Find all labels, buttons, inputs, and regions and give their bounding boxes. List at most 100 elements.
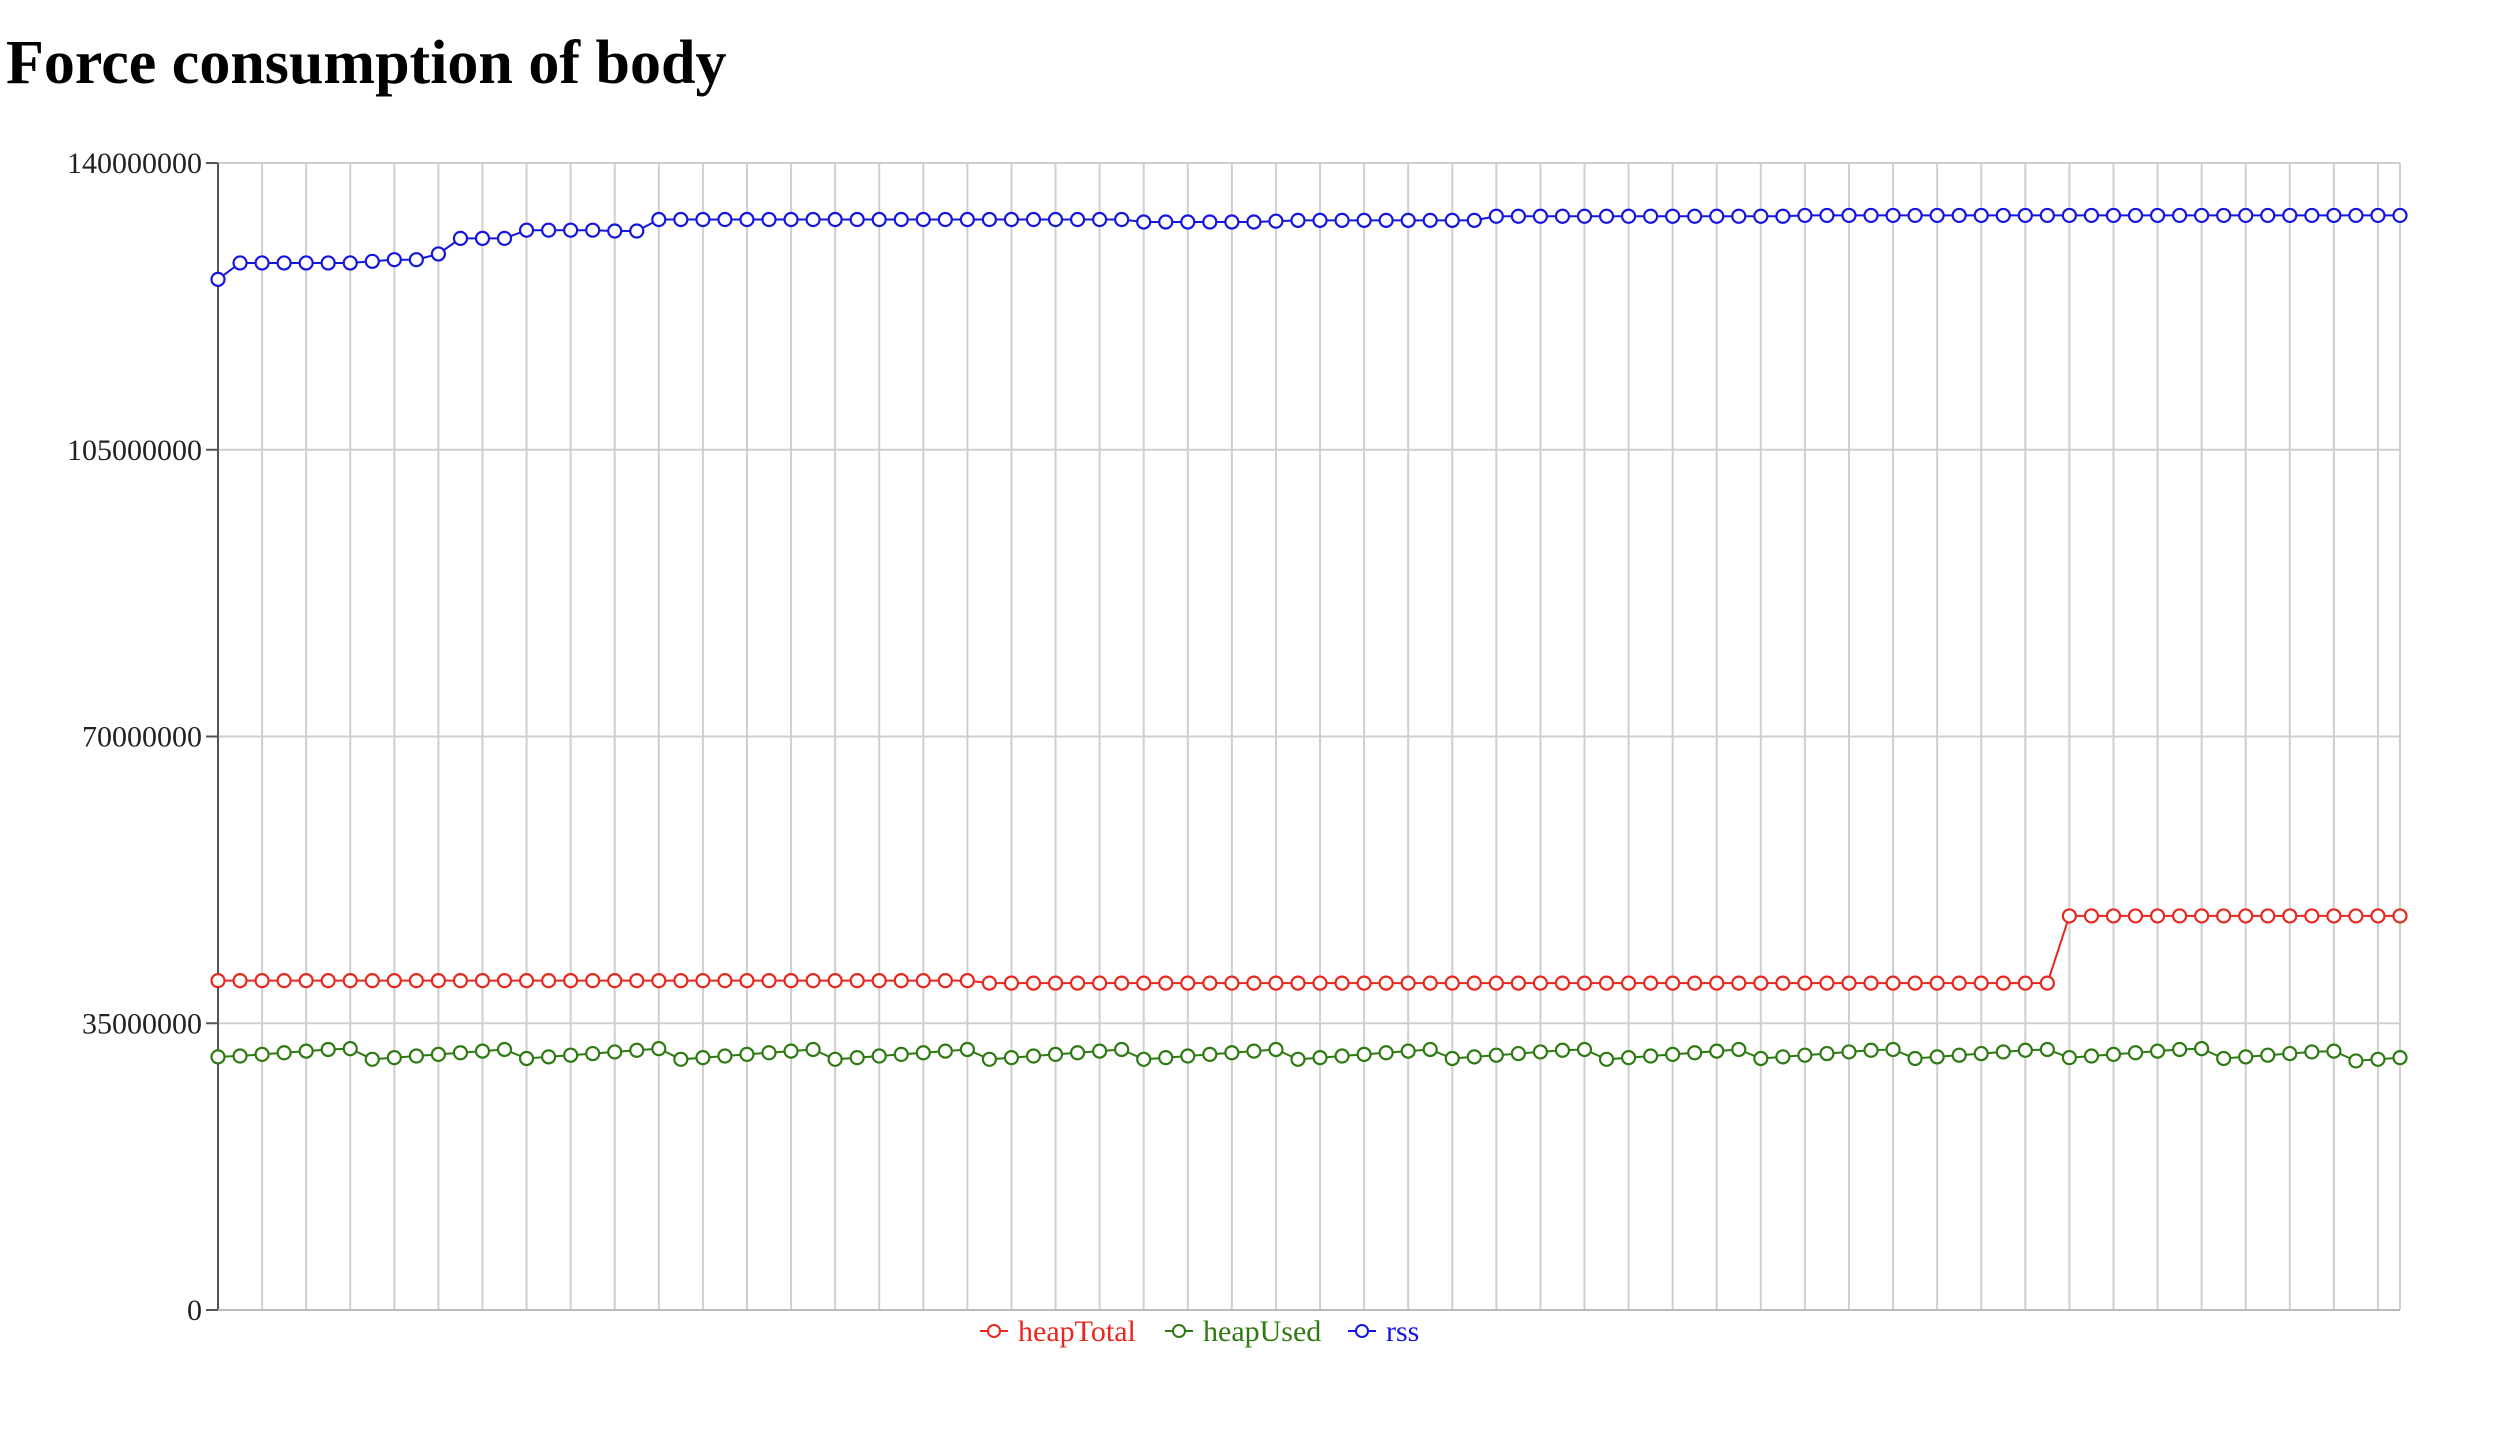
- data-point-rss: [1510, 208, 1526, 224]
- data-point-heapTotal: [607, 973, 623, 989]
- data-point-heapTotal: [1863, 975, 1879, 991]
- data-point-rss: [1069, 211, 1086, 228]
- data-point-rss: [2127, 207, 2144, 224]
- data-point-heapUsed: [474, 1043, 491, 1059]
- data-point-heapUsed: [1554, 1042, 1571, 1058]
- data-point-heapTotal: [1554, 975, 1571, 991]
- data-point-heapTotal: [430, 973, 447, 989]
- data-point-heapTotal: [2171, 908, 2188, 924]
- data-point-heapUsed: [2194, 1041, 2210, 1057]
- data-point-heapUsed: [2039, 1041, 2055, 1058]
- data-point-heapTotal: [1246, 975, 1262, 991]
- data-point-rss: [2282, 207, 2298, 224]
- data-point-rss: [1312, 212, 1328, 228]
- data-point-heapUsed: [937, 1043, 953, 1059]
- data-point-heapUsed: [1246, 1043, 1262, 1059]
- data-point-heapTotal: [1202, 975, 1218, 991]
- data-point-rss: [893, 211, 909, 228]
- data-point-rss: [2326, 207, 2342, 224]
- data-point-rss: [541, 222, 557, 238]
- data-point-heapTotal: [2105, 908, 2122, 924]
- data-point-rss: [2017, 207, 2033, 224]
- data-point-rss: [2061, 207, 2077, 224]
- data-point-heapTotal: [783, 973, 799, 989]
- data-point-rss: [1400, 212, 1416, 228]
- series-line-heapTotal: [218, 914, 2400, 985]
- data-point-heapUsed: [2392, 1050, 2408, 1066]
- data-point-heapTotal: [1356, 975, 1372, 991]
- data-point-rss: [1334, 212, 1350, 228]
- data-point-rss: [496, 230, 513, 246]
- data-point-heapUsed: [1620, 1050, 1637, 1066]
- data-point-heapUsed: [386, 1050, 402, 1066]
- data-point-heapUsed: [1400, 1043, 1416, 1059]
- data-point-heapTotal: [1069, 975, 1086, 991]
- data-point-rss: [452, 230, 469, 246]
- data-point-heapTotal: [1334, 975, 1350, 991]
- data-point-heapTotal: [1114, 975, 1130, 991]
- data-point-heapUsed: [783, 1043, 799, 1059]
- data-point-heapTotal: [2392, 908, 2408, 924]
- data-point-heapUsed: [210, 1049, 226, 1065]
- data-point-heapTotal: [1731, 975, 1747, 991]
- data-point-rss: [1775, 208, 1791, 224]
- data-point-heapUsed: [1268, 1041, 1284, 1058]
- data-point-rss: [276, 255, 292, 271]
- y-tick-label: 0: [187, 1294, 202, 1327]
- data-point-heapUsed: [1466, 1049, 1482, 1065]
- data-point-rss: [518, 222, 535, 238]
- data-point-heapUsed: [1356, 1046, 1372, 1062]
- data-point-rss: [1951, 207, 1967, 224]
- data-point-heapUsed: [1598, 1051, 1615, 1067]
- data-point-heapUsed: [1797, 1047, 1813, 1063]
- data-point-heapTotal: [1819, 975, 1835, 991]
- data-point-heapTotal: [1400, 975, 1416, 991]
- data-point-rss: [959, 211, 975, 228]
- data-point-rss: [1643, 208, 1659, 224]
- data-point-rss: [2260, 207, 2276, 224]
- data-point-heapUsed: [1753, 1050, 1769, 1067]
- data-point-heapUsed: [430, 1046, 447, 1062]
- data-point-heapTotal: [2370, 908, 2386, 924]
- data-point-heapTotal: [1003, 975, 1020, 991]
- data-point-rss: [1687, 208, 1703, 224]
- data-point-rss: [1995, 207, 2011, 224]
- data-point-heapUsed: [1334, 1048, 1350, 1064]
- data-point-rss: [981, 211, 998, 228]
- data-point-heapTotal: [2194, 908, 2210, 924]
- data-point-heapUsed: [849, 1050, 865, 1066]
- data-point-rss: [673, 211, 689, 228]
- data-point-heapTotal: [1180, 975, 1196, 991]
- data-point-heapUsed: [981, 1051, 998, 1067]
- y-tick-label: 140000000: [67, 147, 202, 180]
- data-point-heapUsed: [607, 1044, 623, 1060]
- data-point-heapTotal: [1995, 975, 2011, 991]
- data-point-heapUsed: [541, 1049, 557, 1065]
- data-point-heapTotal: [1268, 975, 1284, 991]
- data-point-heapUsed: [1003, 1050, 1020, 1066]
- data-point-heapUsed: [673, 1051, 689, 1067]
- data-point-rss: [1907, 207, 1923, 224]
- data-point-rss: [1025, 211, 1042, 228]
- data-point-heapTotal: [1290, 975, 1306, 991]
- data-point-heapTotal: [761, 973, 777, 989]
- data-point-rss: [210, 271, 226, 287]
- data-point-heapTotal: [276, 973, 292, 989]
- data-point-heapUsed: [1025, 1048, 1042, 1064]
- data-point-heapTotal: [1775, 975, 1791, 991]
- data-point-heapUsed: [1290, 1051, 1306, 1067]
- data-point-rss: [563, 222, 579, 238]
- data-point-rss: [761, 211, 777, 228]
- data-point-heapTotal: [2238, 908, 2254, 924]
- data-point-heapUsed: [2260, 1047, 2276, 1063]
- series-heapUsed: [210, 1041, 2408, 1069]
- data-point-heapTotal: [1136, 975, 1152, 991]
- series-rss: [210, 207, 2408, 287]
- data-point-heapTotal: [210, 973, 226, 989]
- data-point-heapTotal: [1488, 975, 1504, 991]
- data-point-heapTotal: [805, 973, 821, 989]
- data-point-heapUsed: [805, 1041, 821, 1058]
- data-point-heapTotal: [1643, 975, 1659, 991]
- data-point-heapTotal: [541, 973, 557, 989]
- data-point-rss: [1665, 208, 1681, 224]
